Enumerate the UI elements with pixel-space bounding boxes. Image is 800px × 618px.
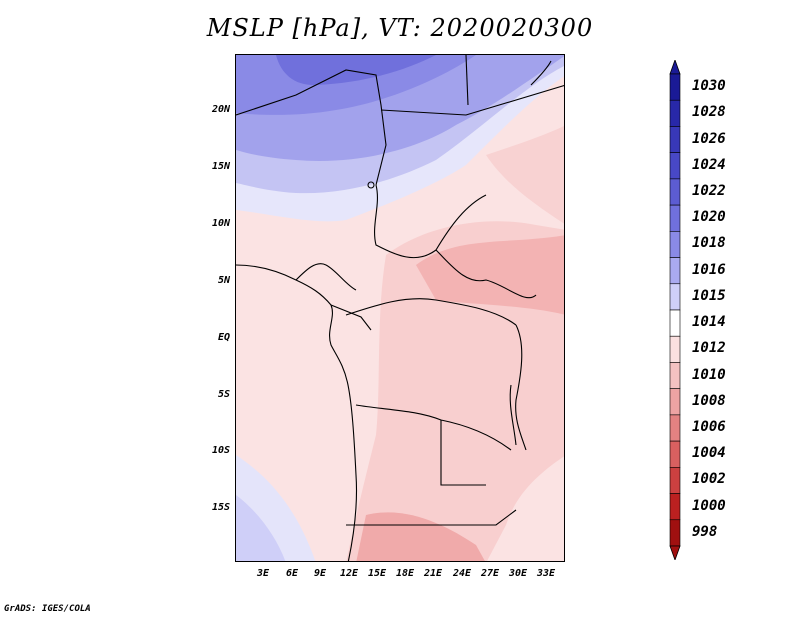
colorbar-label: 998: [692, 523, 718, 540]
colorbar-swatch: [669, 204, 681, 232]
colorbar-label: 1014: [692, 314, 726, 331]
lon-label: 12E: [339, 568, 359, 579]
colorbar-swatch: [669, 388, 681, 416]
colorbar-swatch: [669, 309, 681, 337]
border-cameroon: [295, 263, 357, 291]
colorbar-swatch: [669, 99, 681, 127]
lon-label: 30E: [508, 568, 528, 579]
colorbar-swatch: [669, 73, 681, 101]
lon-label: 27E: [480, 568, 500, 579]
colorbar-label: 1015: [692, 287, 726, 304]
lon-label: 33E: [536, 568, 556, 579]
colorbar-label: 1012: [692, 340, 726, 357]
lat-label: 15N: [211, 161, 230, 172]
coastlines-borders: [236, 55, 564, 561]
colorbar-label: 1010: [692, 366, 726, 383]
shade-1008-north: [416, 235, 564, 315]
colorbar-swatch: [669, 519, 681, 547]
lon-label: 21E: [423, 568, 443, 579]
pressure-map: [235, 54, 565, 562]
colorbar-label: 1024: [692, 156, 726, 173]
colorbar-swatch: [669, 257, 681, 285]
border-libya-chad: [236, 69, 387, 186]
colorbar-swatch: [669, 152, 681, 180]
colorbar-label: 1004: [692, 445, 726, 462]
border-north: [380, 85, 564, 116]
map-title: MSLP [hPa], VT: 2020020300: [206, 14, 594, 42]
colorbar-label: 1030: [692, 78, 726, 95]
border-namibia: [346, 509, 517, 526]
lon-label: 15E: [367, 568, 387, 579]
lon-label: 9E: [313, 568, 327, 579]
colorbar-label: 1020: [692, 209, 726, 226]
colorbar-swatch: [669, 493, 681, 521]
lat-label: 5N: [217, 275, 230, 286]
colorbar-label: 1018: [692, 235, 726, 252]
colorbar-swatch: [669, 178, 681, 206]
border-car-sudan: [435, 249, 537, 299]
border-car-drc: [345, 298, 517, 326]
lon-label: 6E: [285, 568, 299, 579]
colorbar-label: 1026: [692, 130, 726, 147]
lat-label: 10S: [211, 445, 230, 456]
lon-label: 24E: [452, 568, 472, 579]
credit-text: GrADS: IGES/COLA: [4, 604, 91, 614]
lat-label: 10N: [211, 218, 230, 229]
colorbar-swatch: [669, 231, 681, 258]
lat-label: 20N: [211, 104, 230, 115]
colorbar-swatch: [669, 467, 681, 494]
border-angola-zambia: [440, 420, 486, 486]
colorbar-label: 1028: [692, 104, 726, 121]
colorbar: [669, 60, 681, 560]
colorbar-bottom-arrow: [669, 545, 681, 560]
lat-label: 5S: [217, 389, 230, 400]
colorbar-swatch: [669, 362, 681, 389]
border-drc-angola: [355, 404, 512, 451]
colorbar-label: 1006: [692, 419, 726, 435]
colorbar-swatch: [669, 283, 681, 311]
lon-label: 3E: [256, 568, 270, 579]
border-egypt-sudan: [465, 55, 469, 106]
colorbar-swatch: [669, 126, 681, 153]
colorbar-top-arrow: [669, 60, 681, 75]
colorbar-swatch: [669, 414, 681, 442]
colorbar-label: 1002: [692, 471, 726, 488]
lat-label: EQ: [217, 332, 230, 343]
colorbar-label: 1000: [692, 497, 726, 514]
red-sea-coast: [530, 60, 552, 86]
colorbar-label: 1008: [692, 392, 726, 409]
shade-1016-sw: [236, 495, 286, 561]
colorbar-label: 1016: [692, 261, 726, 278]
lake-chad: [367, 181, 375, 189]
border-gabon: [330, 304, 372, 331]
colorbar-label: 1022: [692, 183, 726, 199]
lat-label: 15S: [211, 502, 230, 513]
pressure-field: [236, 55, 564, 561]
eastern-rift-outline: [515, 324, 527, 451]
colorbar-swatch: [669, 440, 681, 468]
colorbar-swatch: [669, 335, 681, 363]
lake-tanganyika: [509, 384, 517, 446]
border-chad-car: [374, 184, 487, 259]
shade-1012-ne: [486, 125, 564, 224]
lon-label: 18E: [395, 568, 415, 579]
shade-1022: [276, 55, 436, 86]
